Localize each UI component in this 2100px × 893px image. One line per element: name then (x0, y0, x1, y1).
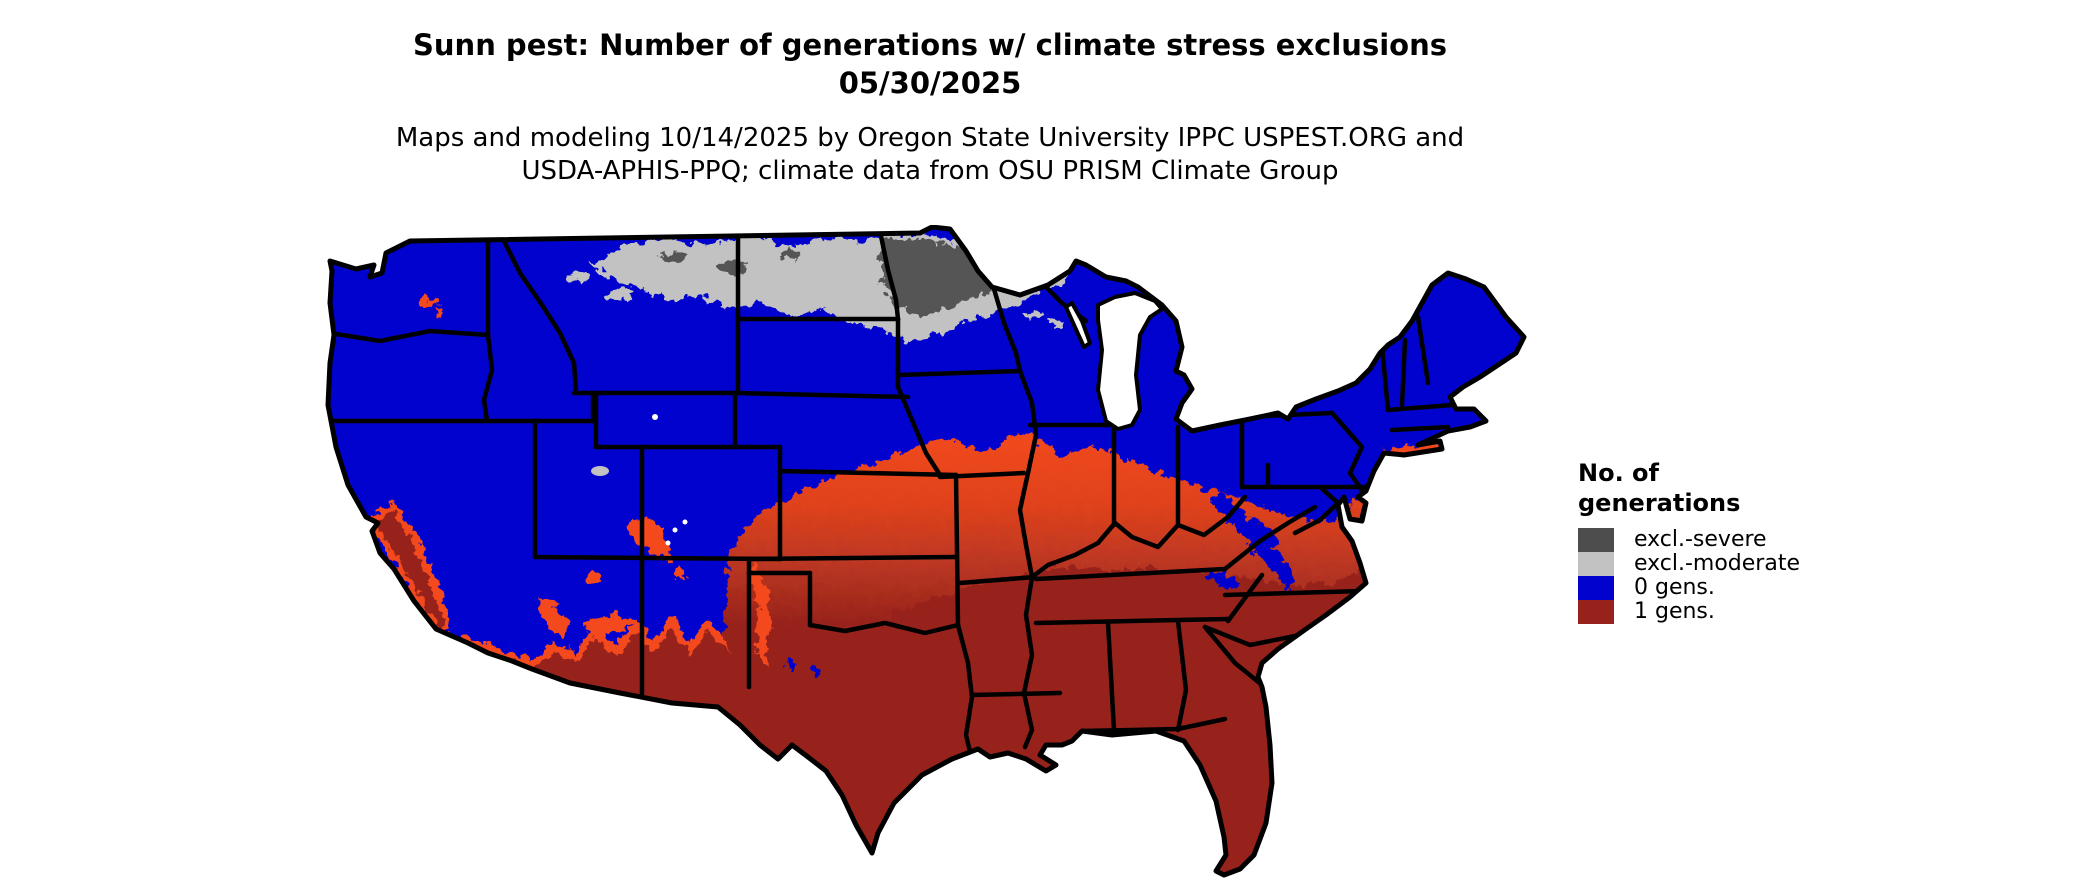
region-appalachian-cool-pockets (497, 493, 1298, 676)
lake-michigan (1096, 291, 1164, 431)
legend-label-one-gen: 1 gens. (1634, 599, 1715, 624)
legend: No. of generations excl.-severe excl.-mo… (1578, 458, 1800, 624)
legend-label-excl-severe: excl.-severe (1634, 527, 1767, 552)
map-title-date: 05/30/2025 (838, 66, 1022, 100)
map-fill-layers (328, 227, 1524, 875)
legend-swatch-zero-gens (1578, 576, 1614, 600)
region-transition-fringe-southwest (458, 617, 737, 669)
legend-title: No. of generations (1578, 458, 1800, 518)
legend-swatch-excl-severe (1578, 528, 1614, 552)
header: Sunn pest: Number of generations w/ clim… (0, 26, 1860, 188)
legend-label-zero-gens: 0 gens. (1634, 575, 1715, 600)
legend-item-zero-gens: 0 gens. (1578, 576, 1800, 600)
us-map (320, 225, 1550, 889)
state-borders (328, 228, 1455, 763)
map-subtitle-line2: USDA-APHIS-PPQ; climate data from OSU PR… (521, 156, 1339, 186)
region-western-hotspots (368, 298, 1442, 665)
legend-item-excl-moderate: excl.-moderate (1578, 552, 1800, 576)
map-title-line1: Sunn pest: Number of generations w/ clim… (413, 28, 1447, 62)
legend-swatch-one-gen (1578, 600, 1614, 624)
legend-title-line2: generations (1578, 489, 1741, 517)
great-lakes (1064, 291, 1164, 431)
mountain-peak-specks (591, 414, 688, 546)
legend-label-excl-moderate: excl.-moderate (1634, 551, 1800, 576)
legend-item-one-gen: 1 gens. (1578, 600, 1800, 624)
legend-title-line1: No. of (1578, 459, 1659, 487)
legend-item-excl-severe: excl.-severe (1578, 528, 1800, 552)
map-subtitle: Maps and modeling 10/14/2025 by Oregon S… (0, 122, 1860, 188)
region-transition-band (724, 433, 1376, 671)
us-map-svg (320, 225, 1550, 889)
map-subtitle-line1: Maps and modeling 10/14/2025 by Oregon S… (395, 123, 1465, 153)
green-bay (1064, 301, 1092, 349)
legend-swatch-excl-moderate (1578, 552, 1614, 576)
